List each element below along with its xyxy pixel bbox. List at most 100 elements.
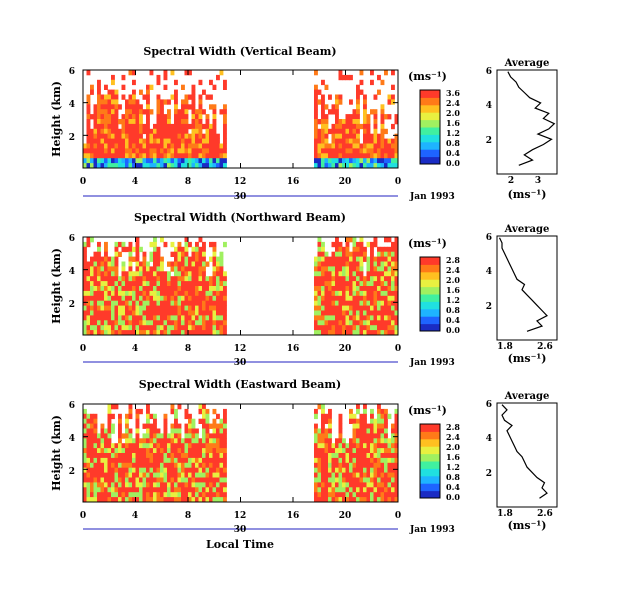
heatmap-cell — [163, 305, 168, 311]
heatmap-cell — [317, 482, 322, 488]
heatmap-cell — [177, 163, 182, 169]
heatmap-cell — [149, 286, 154, 292]
heatmap-cell — [174, 310, 178, 316]
heatmap-cell — [373, 286, 378, 292]
heatmap-cell — [366, 128, 371, 135]
heatmap-cell — [121, 457, 126, 464]
heatmap-cell — [216, 305, 220, 311]
heatmap-cell — [111, 138, 115, 144]
heatmap-cell — [219, 423, 224, 429]
heatmap-cell — [174, 413, 178, 420]
heatmap-cell — [324, 320, 329, 326]
heatmap-cell — [86, 423, 91, 429]
heatmap-cell — [97, 246, 101, 253]
heatmap-cell — [184, 330, 189, 336]
heatmap-cell — [135, 472, 140, 478]
colorbar-swatch — [420, 294, 440, 302]
heatmap-cell — [380, 418, 385, 424]
heatmap-cell — [394, 251, 399, 257]
heatmap-cell — [342, 119, 346, 125]
heatmap-cell — [125, 286, 129, 292]
heatmap-cell — [331, 128, 336, 135]
heatmap-cell — [377, 261, 381, 267]
heatmap-cell — [328, 300, 332, 306]
heatmap-cell — [394, 448, 399, 454]
heatmap-cell — [170, 404, 175, 410]
heatmap-cell — [377, 472, 381, 478]
heatmap-cell — [142, 256, 147, 262]
heatmap-cell — [167, 99, 171, 105]
heatmap-cell — [219, 418, 224, 424]
heatmap-cell — [356, 492, 360, 498]
heatmap-cell — [209, 472, 213, 478]
heatmap-cell — [219, 320, 224, 326]
heatmap-cell — [153, 163, 157, 169]
heatmap-cell — [118, 438, 122, 444]
heatmap-cell — [86, 457, 91, 464]
heatmap-cell — [317, 290, 322, 297]
heatmap-cell — [153, 482, 157, 488]
heatmap-cell — [93, 290, 98, 297]
heatmap-cell — [191, 119, 196, 125]
heatmap-cell — [104, 462, 108, 469]
heatmap-cell — [345, 305, 350, 311]
heatmap-cell — [216, 266, 220, 272]
heatmap-cell — [380, 497, 385, 503]
heatmap-cell — [149, 310, 154, 316]
heatmap-cell — [170, 94, 175, 100]
heatmap-cell — [212, 281, 217, 287]
heatmap-cell — [331, 153, 336, 159]
heatmap-cell — [212, 123, 217, 130]
heatmap-cell — [384, 70, 388, 76]
heatmap-cell — [387, 158, 392, 164]
heatmap-cell — [125, 305, 129, 311]
heatmap-cell — [324, 492, 329, 498]
heatmap-cell — [321, 261, 325, 267]
colorbar-tick-label: 0.4 — [446, 148, 460, 158]
heatmap-cell — [359, 477, 364, 483]
heatmap-cell — [391, 271, 395, 277]
heatmap-cell — [321, 104, 325, 110]
heatmap-cell — [107, 315, 112, 321]
heatmap-cell — [328, 457, 332, 464]
heatmap-cell — [163, 74, 168, 81]
heatmap-cell — [338, 413, 343, 420]
heatmap-cell — [345, 119, 350, 125]
heatmap-cell — [83, 453, 87, 459]
heatmap-cell — [125, 497, 129, 503]
heatmap-cell — [184, 443, 189, 449]
heatmap-cell — [377, 266, 381, 272]
heatmap-cell — [114, 492, 119, 498]
heatmap-cell — [132, 119, 136, 125]
heatmap-cell — [125, 290, 129, 297]
heatmap-cell — [223, 123, 227, 130]
heatmap-cell — [202, 330, 206, 336]
heatmap-cell — [139, 281, 143, 287]
heatmap-cell — [317, 325, 322, 331]
heatmap-cell — [121, 286, 126, 292]
heatmap-cell — [219, 290, 224, 297]
heatmap-cell — [328, 276, 332, 282]
heatmap-cell — [184, 123, 189, 130]
heatmap-cell — [139, 104, 143, 110]
heatmap-cell — [373, 138, 378, 144]
heatmap-cell — [198, 251, 203, 257]
heatmap-cell — [100, 310, 105, 316]
heatmap-cell — [223, 281, 227, 287]
heatmap-cell — [114, 114, 119, 120]
heatmap-cell — [83, 261, 87, 267]
heatmap-cell — [377, 438, 381, 444]
heatmap-cell — [132, 114, 136, 120]
heatmap-cell — [363, 418, 367, 424]
heatmap-cell — [377, 143, 381, 149]
heatmap-cell — [373, 453, 378, 459]
heatmap-cell — [216, 133, 220, 139]
colorbar-swatch — [420, 127, 440, 135]
heatmap-cell — [356, 241, 360, 248]
heatmap-cell — [387, 487, 392, 493]
heatmap-cell — [394, 256, 399, 262]
heatmap-cell — [223, 128, 227, 135]
heatmap-cell — [128, 246, 133, 253]
heatmap-cell — [205, 487, 210, 493]
heatmap-cell — [338, 241, 343, 248]
